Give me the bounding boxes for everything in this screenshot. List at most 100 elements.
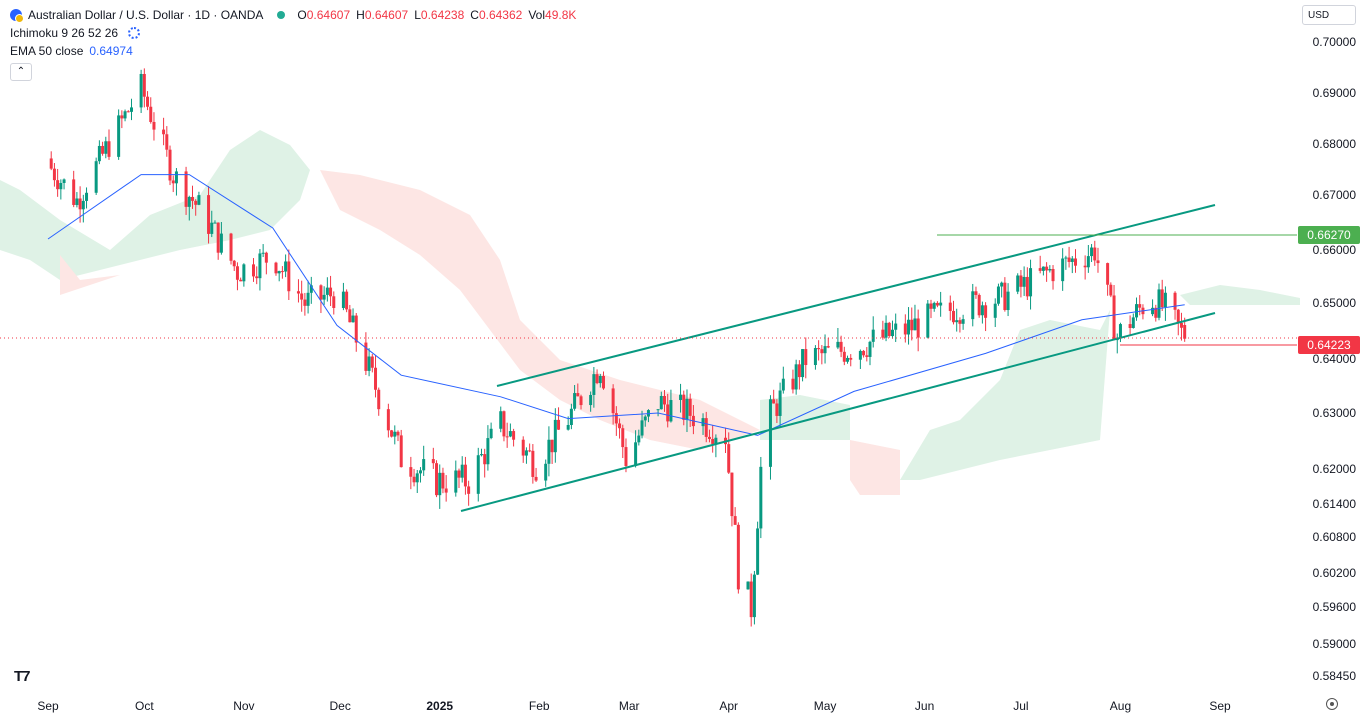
price-tick-label: 0.63000: [1313, 406, 1357, 420]
candle-body: [104, 141, 108, 154]
candle-body: [56, 180, 60, 190]
currency-select[interactable]: USD: [1302, 5, 1356, 25]
candle-body: [78, 198, 82, 210]
cloud-bear-segment: [60, 255, 120, 295]
ohlc-low: L0.64238: [414, 8, 465, 22]
candle-body: [1000, 282, 1004, 287]
candle-body: [351, 315, 355, 323]
candle-body: [1029, 268, 1033, 297]
price-tick-label: 0.69000: [1313, 86, 1357, 100]
price-tick-label: 0.68000: [1313, 137, 1357, 151]
candle-body: [438, 472, 442, 496]
time-tick-label: May: [814, 699, 837, 713]
cloud-bull-segment: [1180, 285, 1300, 305]
price-tick-label: 0.64000: [1313, 352, 1357, 366]
candle-body: [813, 348, 817, 366]
time-tick-label: Dec: [330, 699, 351, 713]
candle-body: [354, 315, 358, 343]
time-tick-label: Jun: [915, 699, 934, 713]
ema-row[interactable]: EMA 50 close 0.64974: [10, 42, 576, 60]
candle-body: [1019, 275, 1023, 287]
candle-body: [489, 428, 493, 439]
candle-body: [842, 351, 846, 362]
settings-icon[interactable]: [1326, 698, 1338, 710]
loading-icon: [128, 27, 141, 39]
candle-body: [1016, 275, 1020, 292]
candle-body: [171, 180, 175, 184]
candle-body: [345, 291, 349, 310]
candle-body: [682, 394, 686, 420]
candle-body: [184, 171, 188, 207]
candle-body: [364, 342, 368, 371]
candle-body: [1109, 284, 1113, 296]
candle-body: [309, 285, 313, 293]
price-tick-label: 0.60200: [1313, 566, 1357, 580]
collapse-legend-button[interactable]: ⌃: [10, 63, 32, 81]
candle-body: [801, 349, 805, 378]
candle-body: [126, 111, 130, 113]
candle-body: [913, 318, 917, 331]
candle-body: [1183, 325, 1187, 339]
candle-body: [370, 356, 374, 368]
candle-body: [435, 463, 439, 496]
price-axis[interactable]: 0.70000 0.69000 0.68000 0.67000 0.66000 0.650…: [1313, 35, 1357, 683]
aud-usd-flag-icon: [10, 9, 24, 23]
current-price-tag: [1298, 336, 1360, 354]
candle-body: [216, 222, 220, 253]
candle-body: [544, 463, 548, 481]
candle-body: [1070, 258, 1074, 262]
candle-body: [1086, 256, 1090, 268]
candle-body: [486, 438, 490, 465]
candle-body: [1112, 295, 1116, 341]
candle-body: [412, 476, 416, 483]
time-tick-label: Feb: [529, 699, 550, 713]
symbol-title[interactable]: Australian Dollar / U.S. Dollar · 1D · O…: [28, 8, 264, 22]
candle-body: [197, 195, 201, 205]
candle-body: [117, 115, 121, 157]
time-axis[interactable]: Sep Oct Nov Dec 2025 Feb Mar Apr May Jun Jul Aug Sep: [37, 699, 1231, 713]
candle-body: [531, 450, 535, 477]
candle-body: [444, 488, 448, 493]
candle-body: [598, 375, 602, 384]
candle-body: [415, 473, 419, 483]
candle-body: [101, 145, 105, 154]
candle-body: [329, 287, 333, 297]
candle-body: [512, 431, 516, 440]
time-tick-label: Sep: [1209, 699, 1231, 713]
candle-body: [149, 106, 153, 122]
cloud-bear-segment: [850, 440, 900, 495]
candle-body: [72, 179, 76, 205]
candle-body: [1135, 304, 1139, 318]
candle-body: [303, 299, 307, 306]
candle-body: [749, 581, 753, 618]
cloud-bear-segment: [320, 170, 760, 450]
candle-body: [207, 195, 211, 234]
ema-50-line: [47, 174, 1185, 436]
candle-body: [939, 302, 943, 306]
candle-body: [1138, 304, 1142, 308]
candle-body: [1022, 276, 1026, 287]
candle-body: [614, 413, 618, 424]
candle-body: [274, 262, 278, 274]
candle-body: [194, 200, 198, 205]
candle-body: [284, 261, 288, 272]
candle-body: [49, 158, 53, 169]
candle-body: [1090, 247, 1094, 257]
candle-body: [306, 292, 310, 306]
candle-body: [168, 149, 172, 181]
candle-body: [300, 293, 304, 300]
candle-body: [107, 141, 111, 157]
candle-body: [418, 470, 422, 474]
ichimoku-row[interactable]: Ichimoku 9 26 52 26: [10, 24, 576, 42]
candle-body: [239, 279, 243, 282]
candles-layer: [49, 68, 1187, 627]
candle-body: [1176, 309, 1180, 323]
candle-body: [775, 403, 779, 416]
candle-body: [836, 341, 840, 348]
time-tick-label: Aug: [1110, 699, 1131, 713]
candle-body: [756, 528, 760, 575]
candle-body: [422, 459, 426, 471]
candle-body: [871, 329, 875, 342]
channel-lower-line[interactable]: [460, 312, 1216, 512]
